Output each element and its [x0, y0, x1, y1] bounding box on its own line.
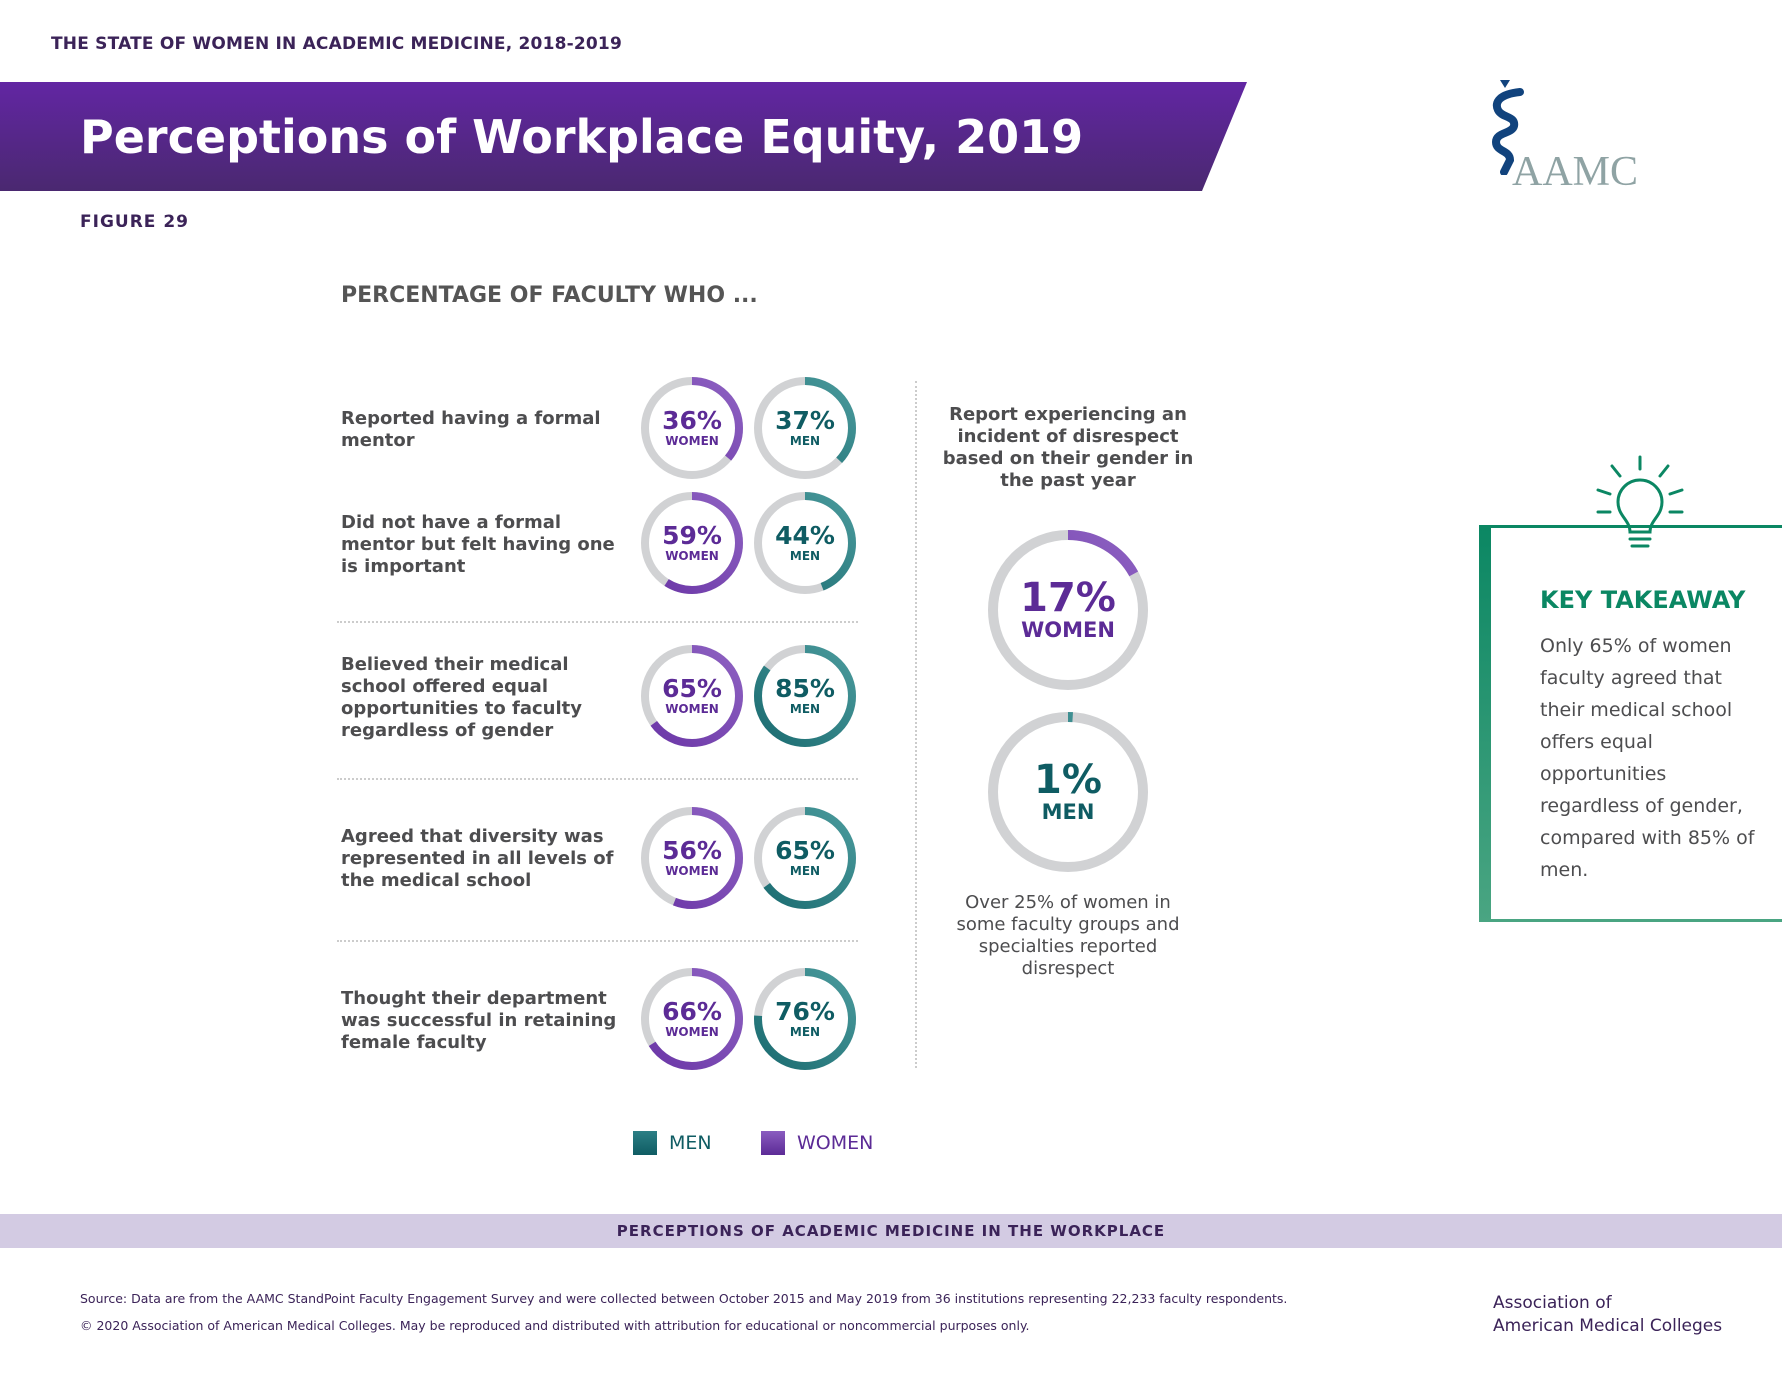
donut-arc	[754, 645, 856, 747]
donut-men: 65% MEN	[750, 803, 860, 913]
donut-arc	[641, 807, 743, 909]
group-label: MEN	[789, 434, 821, 448]
legend-swatch-women	[761, 1131, 785, 1155]
percent-value: 65%	[662, 674, 722, 703]
donut-men: 76% MEN	[750, 964, 860, 1074]
donut-arc	[754, 377, 856, 479]
percent-value: 1%	[1034, 757, 1102, 803]
row-label: Believed their medical school offered eq…	[341, 654, 582, 741]
title-banner	[0, 82, 1247, 191]
donut-arc	[988, 530, 1148, 690]
donut-ring	[641, 645, 743, 747]
group-label: WOMEN	[665, 549, 719, 563]
series-title: THE STATE OF WOMEN IN ACADEMIC MEDICINE,…	[51, 34, 622, 54]
logo-text: AAMC	[1512, 149, 1639, 195]
donut-men: 44% MEN	[750, 488, 860, 598]
legend-label: MEN	[669, 1132, 712, 1154]
section-band	[0, 1214, 1782, 1248]
group-label: WOMEN	[665, 1025, 719, 1039]
donut-women: 59% WOMEN	[637, 488, 747, 598]
group-label: MEN	[1041, 800, 1095, 824]
group-label: MEN	[789, 549, 821, 563]
group-label: WOMEN	[665, 702, 719, 716]
donut-arc	[641, 968, 743, 1070]
donut-ring	[754, 377, 856, 479]
donut-disrespect-women: 17% WOMEN	[983, 525, 1153, 695]
legend-women: WOMEN	[761, 1131, 873, 1155]
group-label: MEN	[789, 864, 821, 878]
percent-value: 59%	[662, 521, 722, 550]
row-label: Did not have a formal mentor but felt ha…	[341, 512, 615, 577]
donut-arc	[754, 968, 856, 1070]
percent-value: 66%	[662, 997, 722, 1026]
org-name-line1: Association of	[1493, 1293, 1612, 1313]
percent-value: 56%	[662, 836, 722, 865]
percent-value: 37%	[775, 406, 835, 435]
row-label: Reported having a formal mentor	[341, 408, 601, 451]
key-takeaway-bar	[1479, 525, 1491, 922]
percent-value: 36%	[662, 406, 722, 435]
section-heading: PERCENTAGE OF FACULTY WHO ...	[341, 283, 758, 308]
donut-ring	[754, 807, 856, 909]
aamc-logo: AAMC	[1490, 80, 1650, 195]
group-label: WOMEN	[665, 434, 719, 448]
percent-value: 17%	[1020, 575, 1116, 621]
legend-men: MEN	[633, 1131, 712, 1155]
row-divider	[337, 621, 858, 623]
section-band-label: PERCEPTIONS OF ACADEMIC MEDICINE IN THE …	[616, 1222, 1166, 1240]
donut-ring	[754, 645, 856, 747]
percent-value: 85%	[775, 674, 835, 703]
donut-arc	[641, 492, 743, 594]
legend-label: WOMEN	[797, 1132, 874, 1154]
donut-women: 56% WOMEN	[637, 803, 747, 913]
source-note: Source: Data are from the AAMC StandPoin…	[80, 1291, 1288, 1306]
row-label: Agreed that diversity was represented in…	[341, 826, 614, 891]
donut-men: 85% MEN	[750, 641, 860, 751]
donut-ring	[641, 377, 743, 479]
percent-value: 44%	[775, 521, 835, 550]
legend-swatch-men	[633, 1131, 657, 1155]
donut-ring	[754, 968, 856, 1070]
donut-ring	[988, 530, 1148, 690]
copyright: © 2020 Association of American Medical C…	[80, 1318, 1030, 1333]
group-label: MEN	[789, 1025, 821, 1039]
donut-ring	[641, 807, 743, 909]
donut-disrespect-men: 1% MEN	[983, 707, 1153, 877]
donut-ring	[754, 492, 856, 594]
caduceus-icon	[1491, 80, 1524, 175]
page-title: Perceptions of Workplace Equity, 2019	[80, 110, 1084, 164]
row-label: Thought their department was successful …	[341, 988, 617, 1053]
row-divider	[337, 940, 858, 942]
group-label: WOMEN	[665, 864, 719, 878]
donut-ring	[988, 712, 1148, 872]
donut-arc	[754, 492, 856, 594]
percent-value: 65%	[775, 836, 835, 865]
key-takeaway-body: Only 65% of women faculty agreed that th…	[1540, 635, 1755, 881]
lightbulb-icon	[1596, 455, 1684, 548]
key-takeaway-title: KEY TAKEAWAY	[1540, 586, 1746, 614]
donut-arc	[641, 377, 743, 479]
donut-women: 65% WOMEN	[637, 641, 747, 751]
disrespect-note: Over 25% of women in some faculty groups…	[956, 892, 1180, 979]
donut-ring	[641, 968, 743, 1070]
donut-arc	[754, 807, 856, 909]
group-label: WOMEN	[1021, 618, 1115, 642]
donut-women: 66% WOMEN	[637, 964, 747, 1074]
donut-women: 36% WOMEN	[637, 373, 747, 483]
column-divider	[915, 381, 917, 1068]
key-takeaway-box	[1479, 525, 1782, 922]
group-label: MEN	[789, 702, 821, 716]
row-divider	[337, 778, 858, 780]
donut-ring	[641, 492, 743, 594]
percent-value: 76%	[775, 997, 835, 1026]
figure-number: FIGURE 29	[80, 212, 189, 232]
donut-arc	[641, 645, 743, 747]
disrespect-heading: Report experiencing an incident of disre…	[942, 404, 1194, 491]
org-name-line2: American Medical Colleges	[1493, 1316, 1723, 1336]
donut-arc	[988, 712, 1148, 872]
donut-men: 37% MEN	[750, 373, 860, 483]
